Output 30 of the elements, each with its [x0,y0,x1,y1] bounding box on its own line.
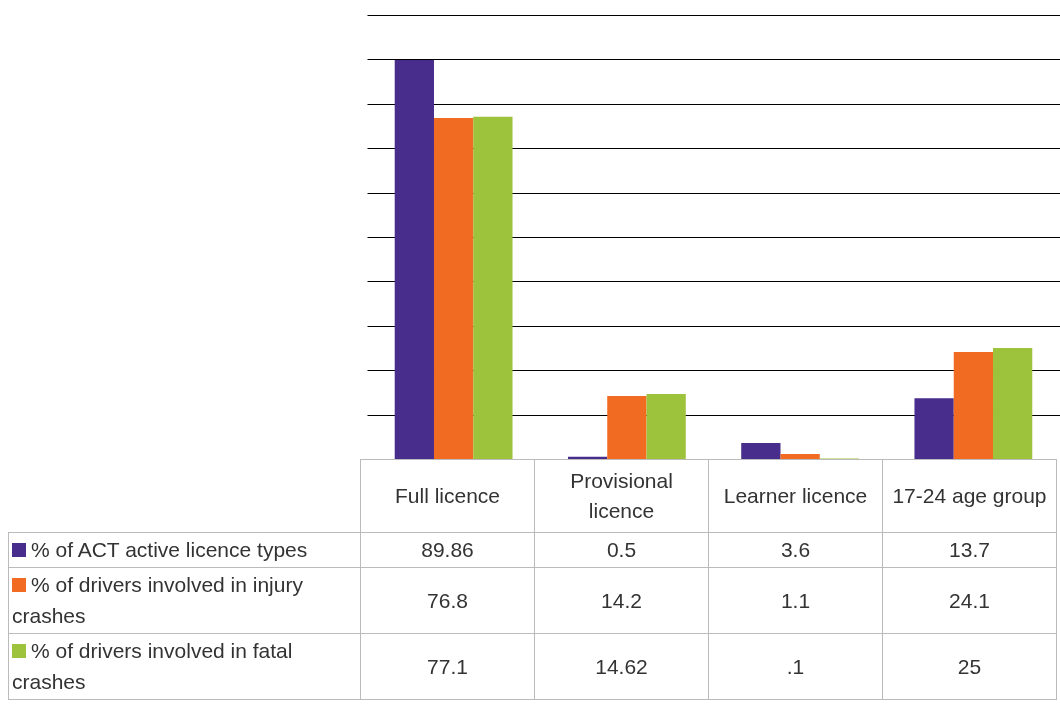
data-label: 3.6 [708,532,883,568]
bar [567,456,608,459]
bar [780,454,820,459]
bar [607,395,647,459]
bar [433,118,474,459]
data-label: 24.1 [882,567,1057,634]
data-label: 0.5 [534,532,709,568]
x-tick-label: 17-24 age group [882,459,1057,533]
bar [953,352,994,459]
bar [914,398,954,459]
legend-label: % of drivers involved in fatal crashes [8,633,361,700]
x-tick-label: Full licence [360,459,535,533]
data-label: 77.1 [360,633,535,700]
data-label: 13.7 [882,532,1057,568]
data-label: 25 [882,633,1057,700]
x-tick-label: Provisional licence [534,459,709,533]
bar [993,348,1033,459]
legend-label: % of drivers involved in injury crashes [8,567,361,634]
bar [741,443,781,459]
legend-label: % of ACT active licence types [8,532,361,568]
data-label: 1.1 [708,567,883,634]
data-label: 14.2 [534,567,709,634]
bar [394,60,434,459]
x-tick-label: Learner licence [708,459,883,533]
data-label: .1 [708,633,883,700]
data-label: 89.86 [360,532,535,568]
bar [646,394,686,459]
data-label: 14.62 [534,633,709,700]
data-label: 76.8 [360,567,535,634]
bar [473,116,513,459]
